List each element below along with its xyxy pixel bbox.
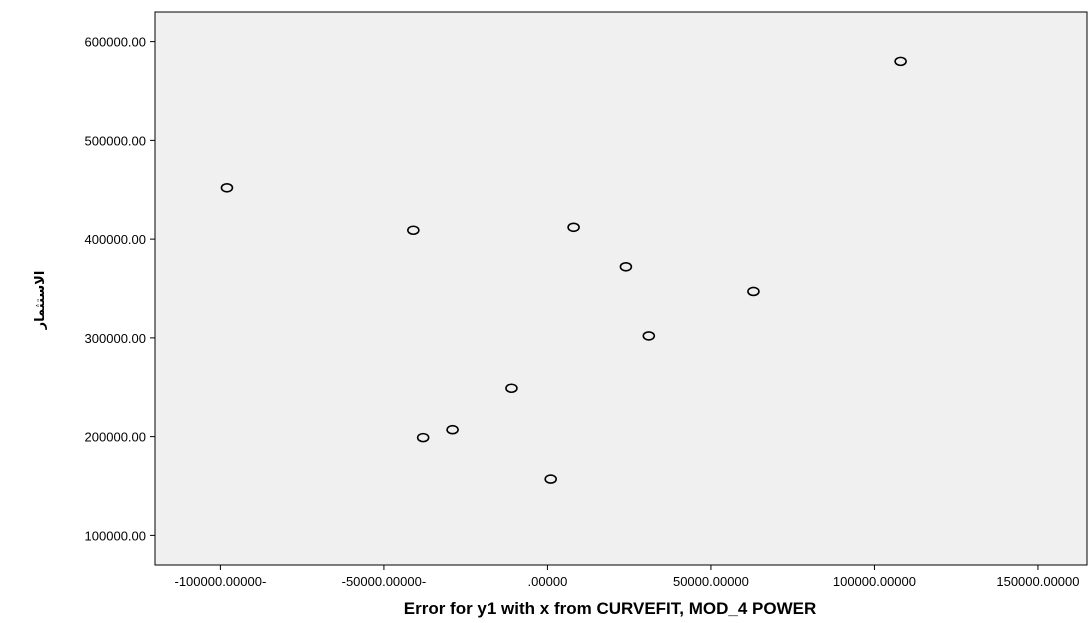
y-tick-label: 200000.00 [85, 430, 146, 445]
scatter-point [407, 225, 420, 236]
y-axis-title: الاستثمار [33, 271, 48, 331]
scatter-point [416, 432, 430, 443]
x-tick-label: -50000.00000- [342, 574, 427, 589]
y-tick-label: 400000.00 [85, 232, 146, 247]
scatter-point [544, 474, 557, 484]
scatter-point [747, 286, 760, 297]
plot-area [154, 11, 1088, 566]
y-tick-label: 300000.00 [85, 331, 146, 346]
scatter-point [505, 383, 518, 394]
y-tick-label: 600000.00 [85, 35, 146, 50]
x-axis-title: Error for y1 with x from CURVEFIT, MOD_4… [404, 599, 816, 618]
scatter-point [446, 424, 459, 435]
scatter-point [894, 56, 907, 67]
data-points [220, 56, 907, 484]
y-tick-label: 500000.00 [85, 133, 146, 148]
x-tick-label: -100000.00000- [174, 574, 266, 589]
scatter-point [642, 331, 656, 341]
x-tick-label: 100000.00000 [833, 574, 916, 589]
x-tick-label: 50000.00000 [673, 574, 749, 589]
scatter-point [567, 222, 580, 233]
x-tick-label: 150000.00000 [996, 574, 1079, 589]
scatter-point [220, 182, 234, 193]
x-axis-ticks: -100000.00000- -50000.00000- .00000 50000.0… [174, 565, 1080, 589]
y-tick-label: 100000.00 [85, 528, 146, 543]
x-tick-label: .00000 [528, 574, 568, 589]
scatter-point [619, 261, 633, 272]
y-axis-ticks: 100000.00 200000.00 300000.00 400000.00 5000… [85, 35, 155, 543]
